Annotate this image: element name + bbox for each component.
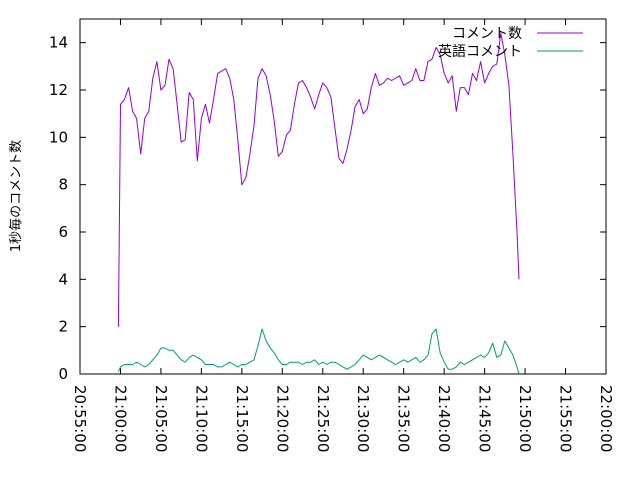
x-tick-label: 22:00:00 xyxy=(597,385,615,452)
x-axis-ticks: 20:55:00 21:00:00 21:05:00 21:10:00 21:15:00… xyxy=(71,19,615,452)
legend-label-1: コメント数 xyxy=(452,26,522,42)
x-tick-label: 21:45:00 xyxy=(476,385,494,452)
y-tick-label: 0 xyxy=(58,365,68,383)
y-tick-label: 4 xyxy=(58,270,68,288)
x-tick-label: 21:00:00 xyxy=(111,385,129,452)
y-axis-label: 1秒毎のコメント数 xyxy=(8,140,24,252)
x-tick-label: 21:25:00 xyxy=(314,385,332,452)
y-tick-label: 2 xyxy=(58,318,68,336)
y-tick-label: 8 xyxy=(58,176,68,194)
x-tick-label: 21:20:00 xyxy=(273,385,291,452)
legend-label-2: 英語コメント xyxy=(438,43,522,60)
series-line-2 xyxy=(117,328,520,375)
plot-frame xyxy=(79,18,607,375)
x-tick-label: 21:10:00 xyxy=(192,385,210,452)
x-tick-label: 21:35:00 xyxy=(395,385,413,452)
x-tick-label: 21:55:00 xyxy=(557,385,575,452)
y-axis-ticks: 0 2 4 6 8 10 12 14 xyxy=(49,34,606,383)
series-line-1 xyxy=(117,32,520,327)
x-tick-label: 21:50:00 xyxy=(516,385,534,452)
x-tick-label: 21:40:00 xyxy=(435,385,453,452)
x-tick-label: 21:15:00 xyxy=(233,385,251,452)
series-layer xyxy=(117,32,520,375)
x-tick-label: 21:30:00 xyxy=(354,385,372,452)
y-tick-label: 10 xyxy=(49,128,68,146)
x-tick-label: 21:05:00 xyxy=(152,385,170,452)
y-tick-label: 6 xyxy=(58,223,68,241)
y-tick-label: 14 xyxy=(49,34,68,52)
y-tick-label: 12 xyxy=(49,81,68,99)
x-tick-label: 20:55:00 xyxy=(71,385,89,452)
